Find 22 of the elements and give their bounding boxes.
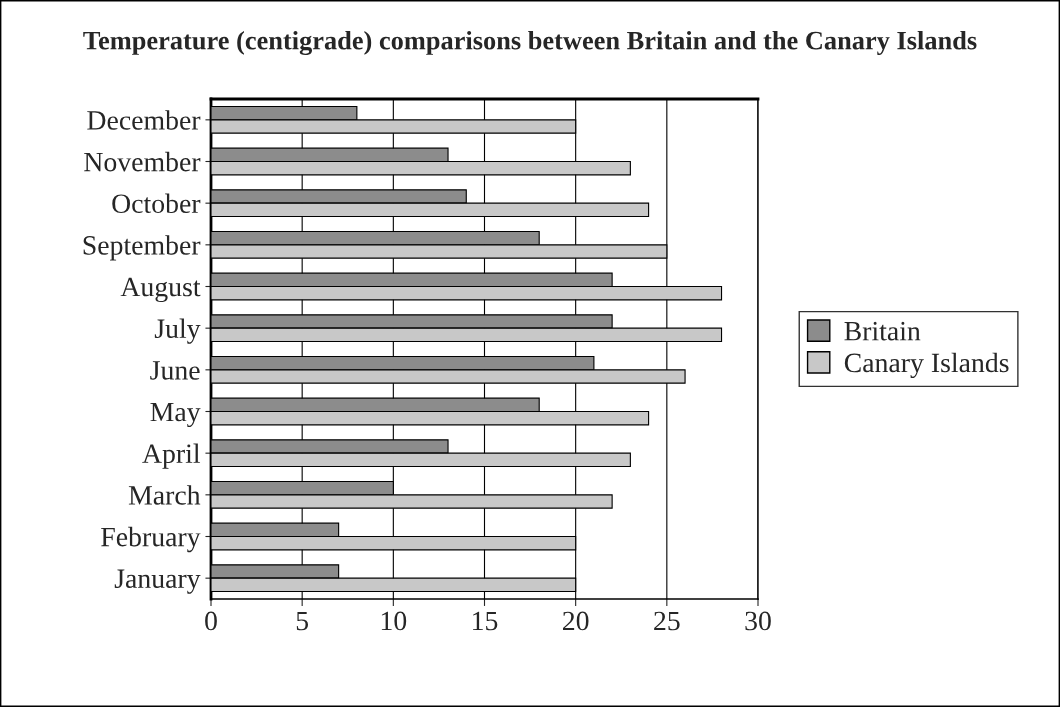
x-tick-label: 20 [563, 611, 589, 631]
y-tick-label: May [150, 402, 201, 428]
y-tick-label: August [120, 277, 201, 303]
y-tick-label: November [84, 151, 201, 172]
x-tick-label: 25 [654, 611, 680, 631]
chart-title: Temperature (centigrade) comparisons between Britain and the Canary Islands [83, 30, 977, 56]
y-tick-label: January [114, 569, 201, 594]
y-tick-label: February [101, 526, 201, 553]
x-tick-label: 15 [473, 611, 498, 631]
y-tick-label: October [112, 193, 201, 214]
y-tick-label: September [83, 235, 201, 261]
legend-label: Britain [844, 321, 921, 341]
x-tick-label: 10 [381, 611, 407, 631]
y-tick-label: June [150, 361, 200, 380]
x-tick-label: 30 [745, 611, 771, 631]
x-tick-label: 5 [296, 611, 309, 631]
y-tick-label: July [154, 318, 201, 344]
y-tick-label: December [87, 110, 201, 130]
y-tick-label: April [142, 443, 201, 469]
y-tick-label: March [128, 485, 201, 505]
legend-label: Canary Islands [844, 352, 1009, 379]
x-tick-label: 0 [205, 611, 217, 631]
